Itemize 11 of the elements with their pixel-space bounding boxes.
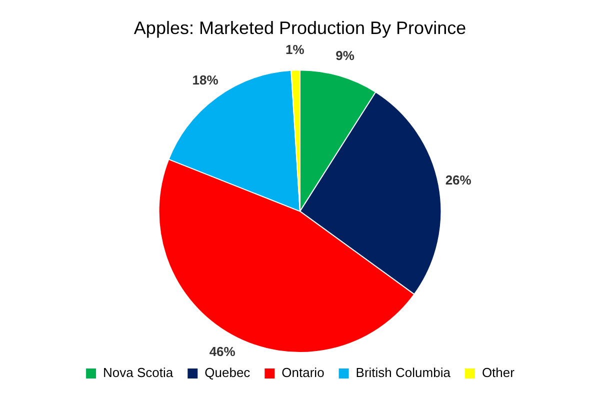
data-label: 26% [445,172,472,188]
data-label: 1% [286,42,305,57]
legend-label: Nova Scotia [103,365,174,380]
legend-label: British Columbia [356,365,452,380]
data-label: 18% [192,72,219,88]
data-label: 9% [336,48,355,64]
legend-label: Other [482,365,516,380]
legend-label: Quebec [204,365,251,380]
legend-label: Ontario [282,365,324,380]
data-label: 46% [209,344,236,360]
chart-title: Apples: Marketed Production By Province [134,18,466,38]
